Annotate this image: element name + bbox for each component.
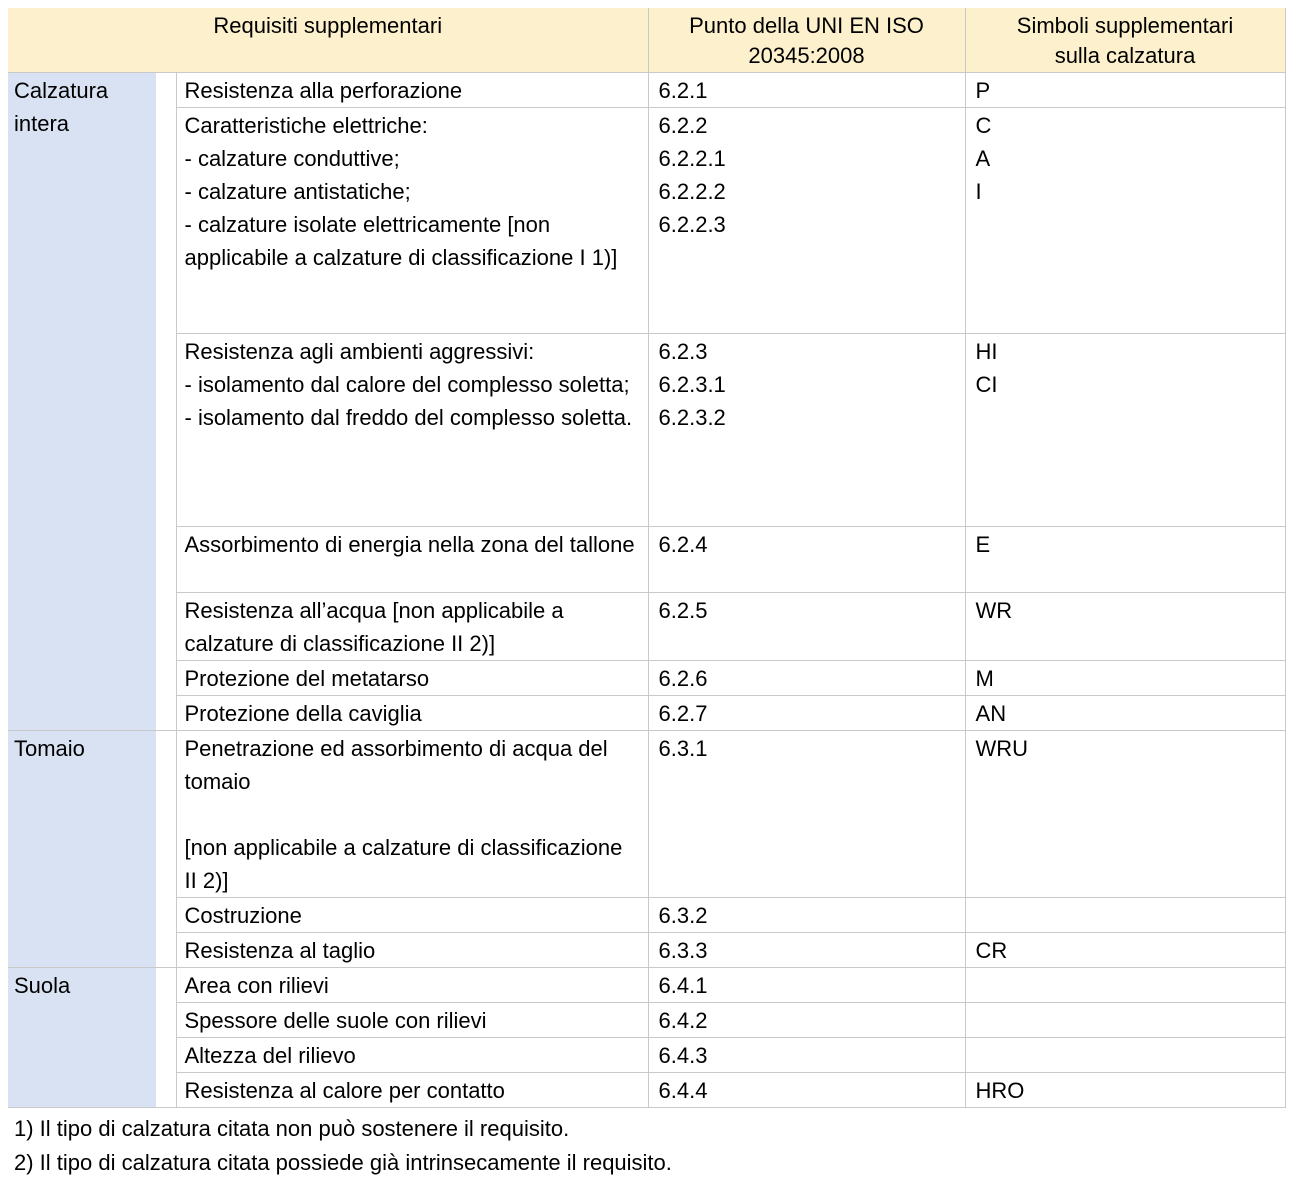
cell-punto: 6.2.6 xyxy=(647,660,966,696)
table-row: Protezione della caviglia 6.2.7 AN xyxy=(8,695,1286,731)
table-row: Resistenza al calore per contatto 6.4.4 … xyxy=(8,1072,1286,1108)
header-simboli: Simboli supplementari sulla calzatura xyxy=(964,8,1286,73)
footnote-2: 2) Il tipo di calzatura citata possiede … xyxy=(14,1149,672,1175)
cell-simboli: P xyxy=(964,72,1286,108)
category-cell-tomaio: Tomaio xyxy=(8,730,156,968)
cell-requisito: Caratteristiche elettriche: - calzature … xyxy=(175,107,649,334)
category-cell-suola: Suola xyxy=(8,967,156,1108)
category-gap xyxy=(156,72,176,731)
table-row: Tomaio Penetrazione ed assorbimento di a… xyxy=(8,730,1286,968)
cell-punto: 6.4.3 xyxy=(647,1037,966,1073)
table-row: Spessore delle suole con rilievi 6.4.2 xyxy=(8,1002,1286,1038)
cell-punto: 6.3.1 xyxy=(647,730,966,898)
cell-requisito: Costruzione xyxy=(175,897,649,933)
cell-simboli: E xyxy=(964,526,1286,593)
cell-punto: 6.2.4 xyxy=(647,526,966,593)
cell-simboli xyxy=(964,1037,1286,1073)
table-row: Protezione del metatarso 6.2.6 M xyxy=(8,660,1286,696)
cell-punto: 6.4.1 xyxy=(647,967,966,1003)
cell-simboli: WR xyxy=(964,592,1286,661)
requirements-table: Requisiti supplementari Punto della UNI … xyxy=(8,8,1286,1108)
header-row: Requisiti supplementari Punto della UNI … xyxy=(8,8,1286,73)
cell-requisito: Altezza del rilievo xyxy=(175,1037,649,1073)
cell-punto: 6.2.1 xyxy=(647,72,966,108)
cell-simboli xyxy=(964,967,1286,1003)
table-row: Resistenza all’acqua [non applicabile a … xyxy=(8,592,1286,661)
cell-requisito: Resistenza al taglio xyxy=(175,932,649,968)
cell-requisito: Spessore delle suole con rilievi xyxy=(175,1002,649,1038)
table-row: Costruzione 6.3.2 xyxy=(8,897,1286,933)
cell-punto: 6.2.7 xyxy=(647,695,966,731)
cell-requisito: Protezione del metatarso xyxy=(175,660,649,696)
cell-requisito: Penetrazione ed assorbimento di acqua de… xyxy=(175,730,649,898)
category-cell-calzatura-intera: Calzatura intera xyxy=(8,72,156,731)
cell-punto: 6.2.2 6.2.2.1 6.2.2.2 6.2.2.3 xyxy=(647,107,966,334)
cell-simboli: WRU xyxy=(964,730,1286,898)
cell-punto: 6.3.3 xyxy=(647,932,966,968)
footnote-1: 1) Il tipo di calzatura citata non può s… xyxy=(14,1115,570,1141)
cell-requisito: Resistenza all’acqua [non applicabile a … xyxy=(175,592,649,661)
table-row: Resistenza al taglio 6.3.3 CR xyxy=(8,932,1286,968)
table-row: Suola Area con rilievi 6.4.1 xyxy=(8,967,1286,1108)
cell-simboli: AN xyxy=(964,695,1286,731)
cell-requisito: Resistenza agli ambienti aggressivi: - i… xyxy=(175,333,649,527)
cell-punto: 6.2.5 xyxy=(647,592,966,661)
cell-requisito: Area con rilievi xyxy=(175,967,649,1003)
cell-punto: 6.4.4 xyxy=(647,1072,966,1108)
header-punto: Punto della UNI EN ISO 20345:2008 xyxy=(647,8,966,73)
cell-requisito: Protezione della caviglia xyxy=(175,695,649,731)
cell-simboli xyxy=(964,1002,1286,1038)
cell-simboli: C A I xyxy=(964,107,1286,334)
cell-punto: 6.4.2 xyxy=(647,1002,966,1038)
cell-requisito: Assorbimento di energia nella zona del t… xyxy=(175,526,649,593)
cell-simboli xyxy=(964,897,1286,933)
footnotes: 1) Il tipo di calzatura citata non può s… xyxy=(8,1108,1285,1180)
cell-requisito: Resistenza alla perforazione xyxy=(175,72,649,108)
table-row: Assorbimento di energia nella zona del t… xyxy=(8,526,1286,593)
table-row: Resistenza agli ambienti aggressivi: - i… xyxy=(8,333,1286,527)
table-row: Calzatura intera Resistenza alla perfora… xyxy=(8,72,1286,731)
cell-requisito: Resistenza al calore per contatto xyxy=(175,1072,649,1108)
category-gap xyxy=(156,967,176,1108)
cell-simboli: CR xyxy=(964,932,1286,968)
cell-punto: 6.3.2 xyxy=(647,897,966,933)
table-row: Altezza del rilievo 6.4.3 xyxy=(8,1037,1286,1073)
table-row: Caratteristiche elettriche: - calzature … xyxy=(8,107,1286,334)
cell-punto: 6.2.3 6.2.3.1 6.2.3.2 xyxy=(647,333,966,527)
category-gap xyxy=(156,730,176,968)
cell-simboli: HI CI xyxy=(964,333,1286,527)
header-requisiti: Requisiti supplementari xyxy=(8,8,649,73)
cell-simboli: M xyxy=(964,660,1286,696)
cell-simboli: HRO xyxy=(964,1072,1286,1108)
